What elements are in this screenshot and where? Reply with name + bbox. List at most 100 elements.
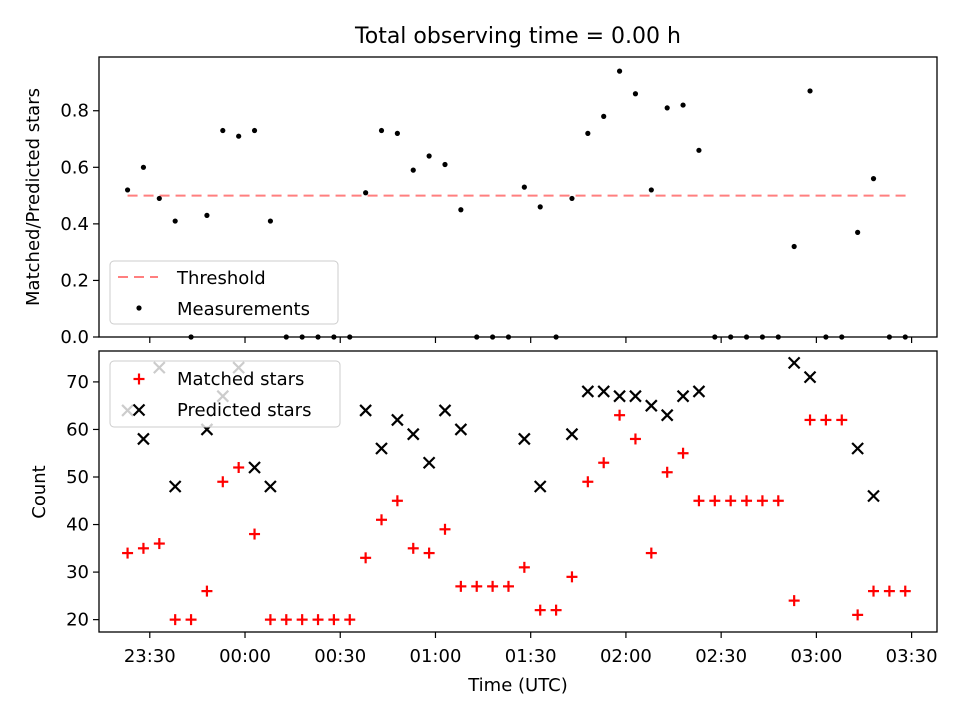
- measurement-point: [823, 334, 829, 340]
- top-panel: 0.00.20.40.60.8 Matched/Predicted stars …: [23, 56, 938, 348]
- matched-point: [518, 561, 530, 573]
- measurement-point: [347, 334, 353, 340]
- predicted-point: [867, 489, 880, 503]
- measurement-point: [442, 161, 448, 168]
- measurement-point: [791, 243, 797, 250]
- matched-point: [264, 614, 276, 626]
- measurement-point: [172, 218, 178, 224]
- legend-measurements-label: Measurements: [177, 299, 310, 320]
- bottom-panel: 20 30 40 50 60 70 23:30 00:00 00:30 01:00 01:30 02…: [29, 350, 938, 667]
- x-tick-label: 01:00: [410, 646, 462, 667]
- top-y-axis-label: Matched/Predicted stars: [23, 88, 44, 306]
- measurement-point: [458, 207, 464, 213]
- y-tick-label: 0.4: [60, 214, 89, 235]
- predicted-point: [676, 389, 690, 403]
- matched-point: [598, 457, 610, 469]
- top-x-axis: [149, 337, 913, 343]
- matched-point: [725, 495, 737, 507]
- predicted-point: [359, 404, 372, 417]
- legend-matched-swatch: [133, 373, 145, 385]
- bottom-legend-box: [109, 360, 341, 428]
- matched-point: [455, 580, 467, 592]
- predicted-point: [375, 442, 388, 455]
- y-tick-label: 0.6: [60, 157, 89, 178]
- measurement-point: [505, 334, 512, 340]
- matched-point: [376, 514, 388, 526]
- matched-point: [280, 614, 292, 626]
- y-tick-label: 30: [66, 562, 89, 583]
- predicted-point: [613, 389, 626, 403]
- legend-predicted-label: Predicted stars: [177, 400, 311, 421]
- bottom-y-axis: 20 30 40 50 60 70: [66, 372, 99, 631]
- matched-point: [233, 461, 245, 473]
- x-tick-label: 02:00: [600, 646, 652, 667]
- predicted-point: [454, 423, 468, 436]
- predicted-point: [438, 404, 452, 417]
- matched-point: [772, 495, 784, 507]
- legend-plus-marker: [133, 373, 145, 385]
- bottom-y-axis-label: Count: [29, 465, 50, 518]
- measurement-point: [521, 184, 527, 190]
- x-axis-label: Time (UTC): [467, 675, 568, 696]
- measurement-point: [680, 102, 686, 108]
- measurement-point: [124, 187, 131, 193]
- top-legend-box: [109, 260, 339, 325]
- matched-point: [566, 571, 578, 583]
- measurement-point: [156, 195, 162, 202]
- predicted-point: [629, 389, 642, 403]
- matched-point: [487, 580, 499, 592]
- predicted-point: [581, 385, 595, 398]
- y-tick-label: 0.0: [60, 327, 89, 348]
- bottom-legend: Matched stars Predicted stars: [109, 360, 341, 428]
- measurement-point: [616, 68, 623, 74]
- bottom-axes-frame: [98, 350, 938, 633]
- measurement-point: [363, 190, 369, 196]
- matched-point: [360, 552, 372, 564]
- matched-point: [312, 614, 324, 626]
- matched-point: [137, 542, 149, 554]
- matched-point: [391, 495, 403, 507]
- y-tick-label: 20: [66, 610, 89, 631]
- measurement-point: [839, 334, 845, 340]
- predicted-point: [248, 461, 261, 474]
- predicted-point: [851, 442, 864, 455]
- matched-point: [249, 528, 261, 540]
- matched-point: [852, 609, 864, 621]
- measurement-point: [728, 334, 734, 340]
- bottom-x-axis: 23:30 00:00 00:30 01:00 01:30 02:00 02:30 03:00…: [124, 632, 938, 667]
- measurement-point: [236, 133, 242, 139]
- measurement-point: [759, 334, 766, 340]
- y-tick-label: 40: [66, 515, 89, 536]
- matched-point: [201, 585, 213, 597]
- x-tick-label: 03:30: [886, 646, 938, 667]
- measurement-point: [188, 334, 194, 340]
- x-tick-label: 03:00: [790, 646, 842, 667]
- measurement-point: [712, 334, 718, 340]
- chart-title: Total observing time = 0.00 h: [354, 24, 681, 49]
- measurement-point: [553, 334, 559, 340]
- matched-point: [629, 433, 641, 445]
- measurement-point: [426, 153, 432, 159]
- matched-point: [407, 542, 419, 554]
- predicted-point: [787, 356, 801, 370]
- measurement-point: [410, 167, 416, 173]
- matched-point: [614, 409, 626, 421]
- matched-point: [804, 414, 816, 426]
- measurement-point: [664, 105, 670, 111]
- legend-threshold-label: Threshold: [176, 268, 266, 289]
- measurement-point: [140, 164, 147, 170]
- measurement-point: [537, 204, 543, 210]
- x-tick-label: 00:30: [314, 646, 366, 667]
- matched-point: [836, 414, 848, 426]
- x-tick-label: 01:30: [505, 646, 557, 667]
- matched-point: [169, 614, 181, 626]
- matched-point: [550, 604, 562, 616]
- measurement-point: [220, 127, 226, 134]
- predicted-point: [264, 480, 277, 493]
- matched-point: [439, 523, 451, 535]
- y-tick-label: 0.8: [60, 101, 89, 122]
- measurement-point: [331, 334, 337, 340]
- predicted-point: [422, 456, 436, 470]
